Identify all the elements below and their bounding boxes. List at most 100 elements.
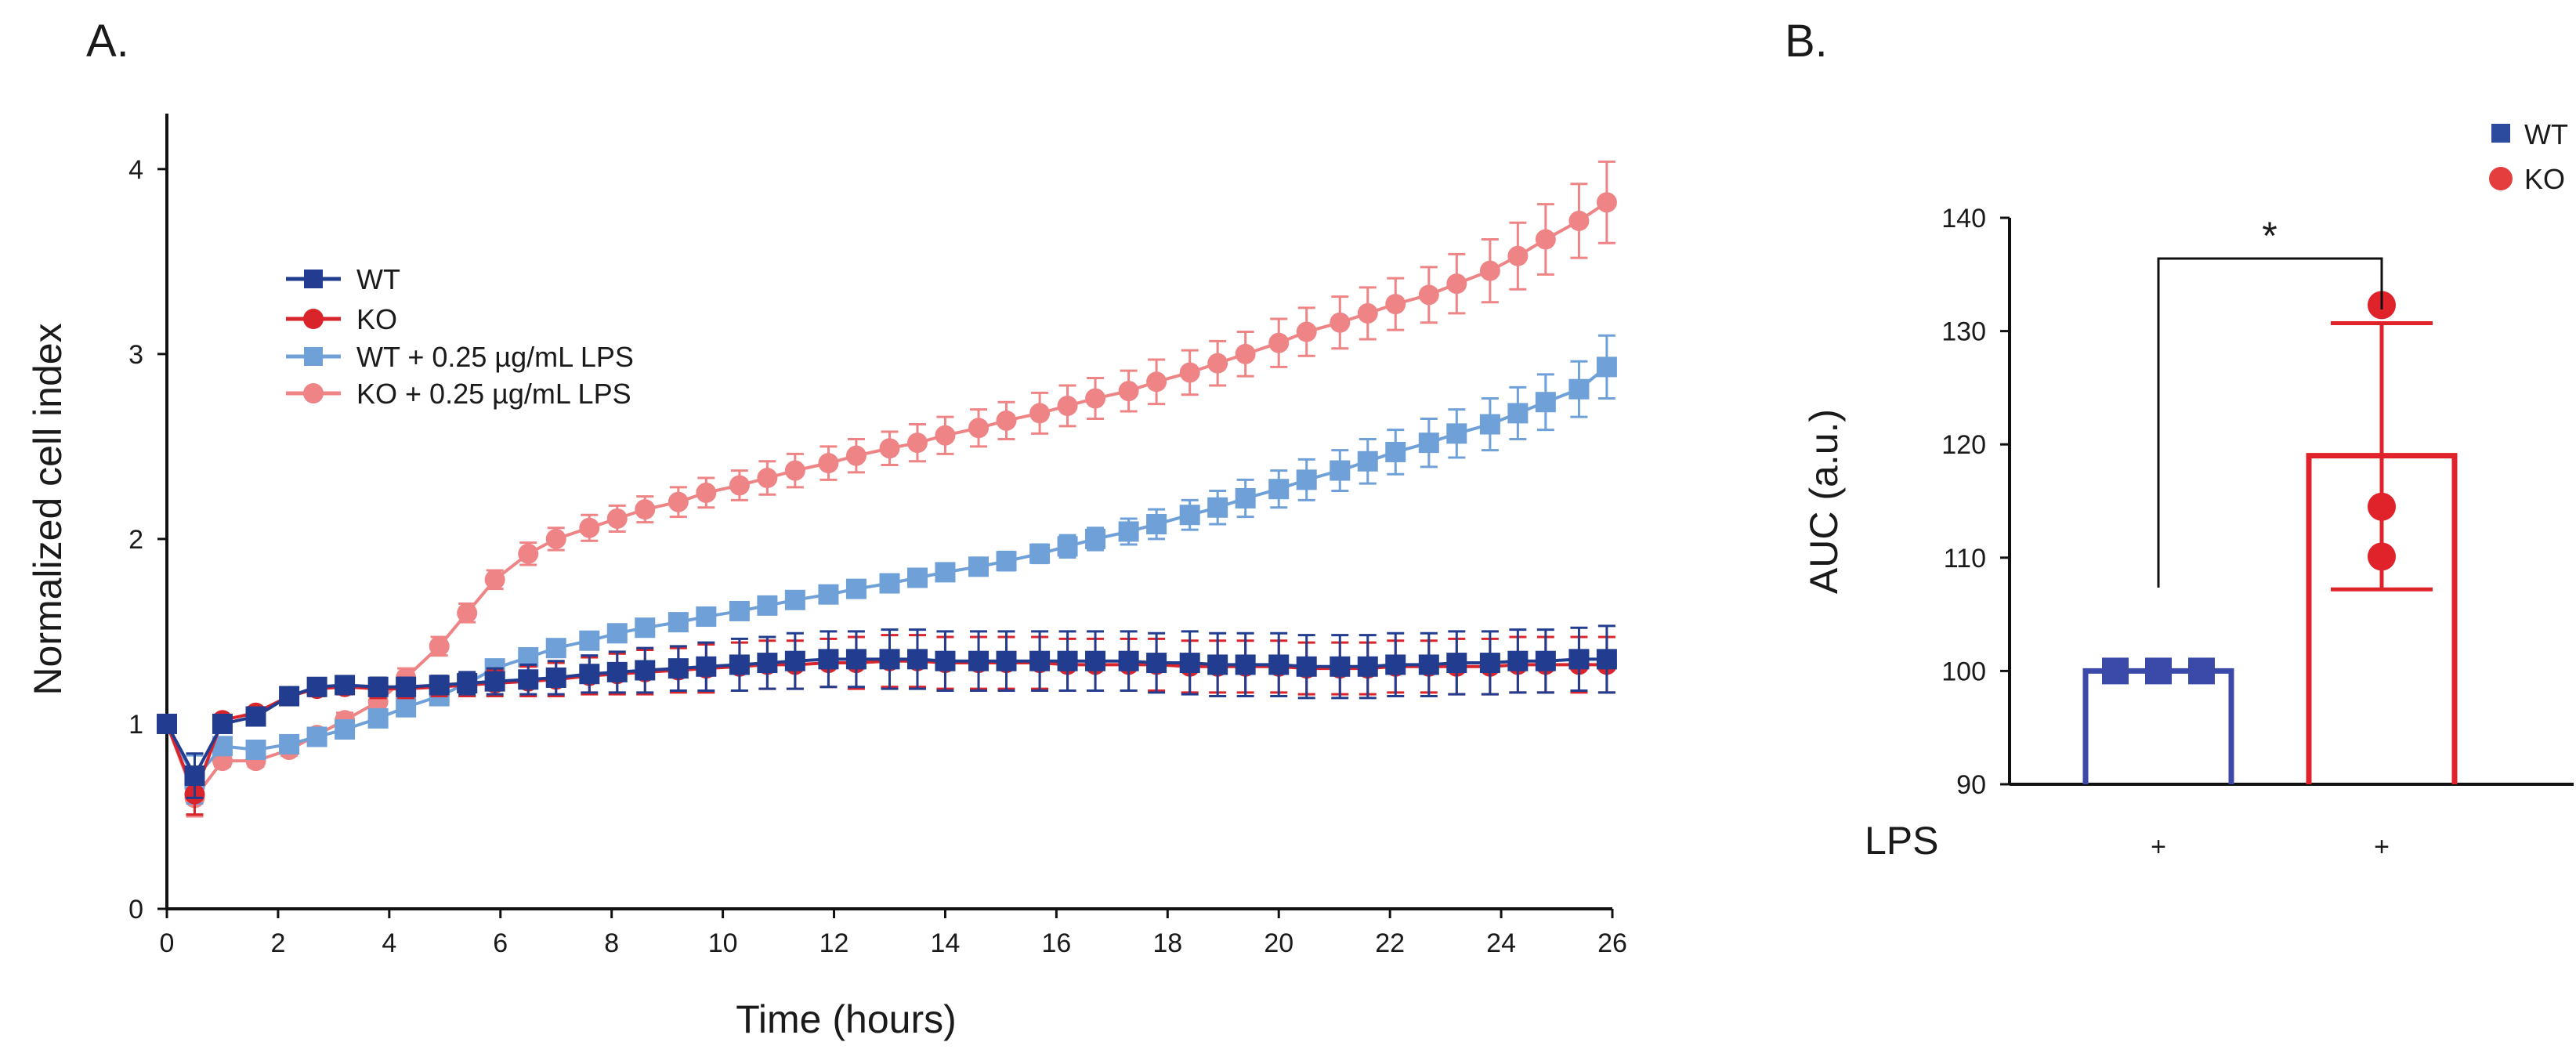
data-point <box>879 438 900 459</box>
bar <box>2082 668 2234 784</box>
data-point <box>906 432 928 454</box>
data-point <box>396 697 417 718</box>
data-point <box>1535 650 1556 671</box>
data-point <box>1596 192 1617 213</box>
data-point <box>157 713 177 734</box>
data-point <box>784 650 805 671</box>
data-point <box>2368 492 2396 521</box>
x-tick-label: 6 <box>493 928 508 958</box>
data-point <box>518 669 539 690</box>
data-point <box>1146 514 1167 535</box>
y-tick-label: 130 <box>1941 317 1986 347</box>
data-point <box>1029 543 1051 564</box>
data-point <box>784 460 805 481</box>
data-point <box>2188 657 2215 685</box>
panel-b-legend: WT KO <box>2489 118 2568 195</box>
data-point <box>996 650 1017 671</box>
panel-a-y-ticks: 0 1 2 3 4 <box>128 155 167 925</box>
x-tick-label: 10 <box>708 928 738 958</box>
data-point <box>1118 521 1139 542</box>
data-point <box>1446 653 1467 674</box>
legend-item-wt: WT <box>286 263 400 295</box>
panel-a-y-axis-title: Normalized cell index <box>26 323 70 695</box>
data-point <box>484 569 505 590</box>
legend-item-wt-lps: WT + 0.25 µg/mL LPS <box>286 341 634 373</box>
legend-label-ko-lps: KO + 0.25 µg/mL LPS <box>356 378 631 410</box>
data-point <box>1418 432 1439 454</box>
data-point <box>729 600 750 621</box>
data-point <box>879 649 900 670</box>
data-point <box>2102 657 2129 685</box>
data-point <box>1235 487 1256 508</box>
data-point <box>545 667 566 688</box>
panel-a-x-axis-title: Time (hours) <box>736 997 957 1041</box>
data-point <box>1268 654 1290 675</box>
data-point <box>635 660 656 681</box>
data-point <box>184 765 205 787</box>
y-tick-label: 120 <box>1941 430 1986 460</box>
data-point <box>757 468 778 489</box>
data-point <box>1479 260 1500 281</box>
data-point <box>635 499 656 520</box>
data-point <box>606 661 628 682</box>
data-point <box>1357 451 1378 472</box>
legend-b-marker-ko <box>2489 167 2513 190</box>
legend-label-ko: KO <box>356 303 397 335</box>
data-point <box>879 573 900 594</box>
legend-label-wt: WT <box>356 263 400 295</box>
y-tick-label: 100 <box>1941 657 1986 686</box>
data-point <box>1479 414 1500 435</box>
legend-b-label-wt: WT <box>2524 118 2568 150</box>
data-point <box>429 675 450 696</box>
data-point <box>1235 343 1256 364</box>
panel-a-series <box>157 160 1617 818</box>
data-point <box>245 706 266 727</box>
data-point <box>1268 479 1290 500</box>
series-wt <box>157 624 1617 799</box>
data-point <box>1118 381 1139 402</box>
significance-bracket: * <box>2157 214 2383 588</box>
panel-a-axes <box>165 114 1612 910</box>
data-point <box>1568 649 1590 670</box>
data-point <box>668 612 689 633</box>
data-point <box>335 719 356 740</box>
data-point <box>1596 649 1617 670</box>
data-point <box>279 686 300 707</box>
data-point <box>1029 650 1051 671</box>
data-point <box>457 602 478 624</box>
bar-group-ko <box>2306 291 2458 784</box>
data-point <box>1296 321 1317 342</box>
data-point <box>845 578 867 599</box>
data-point <box>935 562 956 583</box>
data-point <box>845 445 867 466</box>
data-point <box>579 664 600 685</box>
data-point <box>668 658 689 679</box>
data-point <box>1146 653 1167 674</box>
legend-item-ko-lps: KO + 0.25 µg/mL LPS <box>286 378 631 410</box>
data-point <box>1535 392 1556 413</box>
data-point <box>696 656 717 677</box>
legend-marker-wt-lps <box>304 347 323 366</box>
data-point <box>1385 441 1406 462</box>
data-point <box>1296 656 1317 677</box>
data-point <box>279 733 300 754</box>
data-point <box>996 551 1017 572</box>
data-point <box>367 707 389 729</box>
data-point <box>545 638 566 659</box>
data-point <box>1418 654 1439 675</box>
x-tick-label: 18 <box>1152 928 1182 958</box>
data-point <box>1085 388 1106 409</box>
data-point <box>579 517 600 538</box>
x-tick-label: 12 <box>819 928 849 958</box>
y-tick-label: 1 <box>128 710 143 740</box>
data-point <box>635 617 656 639</box>
data-point <box>818 584 839 605</box>
y-tick-label: 140 <box>1941 204 1986 233</box>
data-point <box>1418 284 1439 306</box>
panel-b-label: B. <box>1785 16 1828 67</box>
x-tick-label: 20 <box>1264 928 1293 958</box>
legend-b-label-ko: KO <box>2524 163 2565 195</box>
data-point <box>968 418 990 439</box>
significance-star: * <box>2262 214 2277 258</box>
